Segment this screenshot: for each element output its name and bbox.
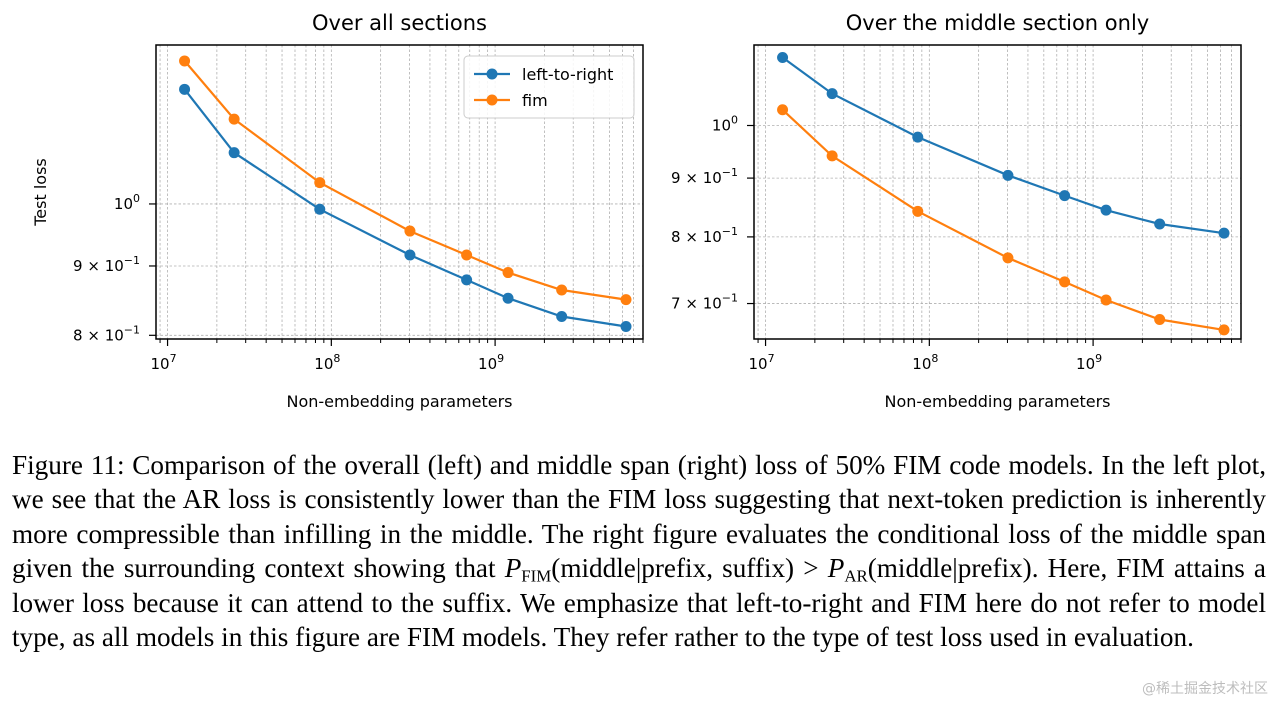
caption-math-p-ar: P [827,553,845,584]
chart1-point-left-to-right [556,310,568,322]
caption-math-fim-args: (middle|prefix, suffix) [551,553,795,584]
chart2-series-fim [777,104,1230,336]
chart1-title: Over all sections [312,11,487,35]
chart2-x-tick-label: 108 [912,352,938,373]
chart2-point-left-to-right [1218,227,1230,239]
caption-math-fim-subscript: FIM [521,566,552,586]
chart2-point-left-to-right [777,51,789,63]
chart1-line-left-to-right [183,88,627,328]
chart1-y-tick-label: 9 × 10−1 [73,254,140,275]
chart2-series-left-to-right [777,51,1230,239]
chart1-point-left-to-right [228,147,240,159]
chart1-legend-marker [486,94,498,106]
chart2-point-left-to-right [912,131,924,143]
chart2-point-fim [1002,252,1014,264]
chart2: 107 108 109 7 × 10−1 8 × 10−1 9 × 10−1 100 Over… [671,11,1242,411]
chart2-x-tick-label: 107 [749,352,775,373]
chart1: 107 108 109 8 × 10−1 9 × 10−1 100 Over all sec… [31,11,644,411]
chart2-line-left-to-right [781,56,1225,235]
chart2-y-tick-label: 9 × 10−1 [671,166,738,187]
chart2-y-tick-label: 100 [712,114,738,135]
chart2-x-tick-label: 109 [1076,352,1102,373]
caption-math-p-fim: P [504,553,522,584]
chart1-point-left-to-right [314,203,326,215]
chart1-legend: left-to-right fim [463,55,635,119]
chart2-point-fim [826,150,838,162]
chart2-point-fim [777,104,789,116]
chart1-point-fim [502,267,514,279]
chart2-line-fim [781,108,1225,331]
chart1-point-fim [556,284,568,296]
caption-text-part1: Figure 11: Comparison of the overall (le… [12,450,1266,584]
chart2-point-left-to-right [1154,218,1166,230]
figure-charts: 107 108 109 8 × 10−1 9 × 10−1 100 Over all sec… [31,11,1242,411]
chart1-point-fim [228,113,240,125]
chart1-series-fim [179,55,632,306]
chart2-point-fim [1100,294,1112,306]
chart2-title: Over the middle section only [846,11,1149,35]
chart2-point-fim [912,205,924,217]
chart2-y-tick-label: 7 × 10−1 [671,292,738,313]
caption-math-greater-than: > [794,553,828,584]
chart2-point-fim [1218,324,1230,336]
chart2-axes-frame [753,44,1242,340]
chart1-point-fim [620,294,632,306]
chart1-point-left-to-right [179,83,191,95]
chart1-point-left-to-right [404,249,416,261]
chart2-point-left-to-right [1002,169,1014,181]
chart2-point-left-to-right [1059,190,1071,202]
chart1-y-axis-label: Test loss [31,158,50,227]
chart1-point-fim [179,55,191,67]
chart2-point-fim [1154,313,1166,325]
chart1-y-tick-label: 8 × 10−1 [73,323,140,344]
chart1-legend-label: left-to-right [522,65,613,84]
chart2-x-axis-label: Non-embedding parameters [884,392,1110,411]
chart1-point-fim [404,225,416,237]
chart1-point-left-to-right [502,292,514,304]
caption-math-ar-subscript: AR [844,566,868,586]
chart1-axes-frame [155,44,644,340]
chart1-series-left-to-right [179,83,632,333]
chart1-x-axis-label: Non-embedding parameters [286,392,512,411]
caption-text-part2: Here, FIM attains a lower loss because i… [12,553,1266,653]
chart2-point-left-to-right [1100,204,1112,216]
chart1-point-fim [461,249,473,261]
chart1-x-tick-label: 107 [151,352,177,373]
chart2-point-left-to-right [826,88,838,100]
chart1-y-tick-label: 100 [114,192,140,213]
chart1-point-fim [314,177,326,189]
chart1-legend-label: fim [522,91,548,110]
figure-caption: Figure 11: Comparison of the overall (le… [12,448,1266,654]
chart1-point-left-to-right [461,274,473,286]
chart1-point-left-to-right [620,321,632,333]
chart1-legend-box [463,55,635,119]
chart2-y-tick-label: 8 × 10−1 [671,225,738,246]
chart2-point-fim [1059,276,1071,288]
chart1-x-tick-label: 109 [478,352,504,373]
chart1-legend-marker [486,68,498,80]
caption-math-ar-args: (middle|prefix). [867,553,1039,584]
chart1-x-tick-label: 108 [314,352,340,373]
chart1-line-fim [183,60,627,301]
watermark: @稀土掘金技术社区 [1142,681,1268,697]
